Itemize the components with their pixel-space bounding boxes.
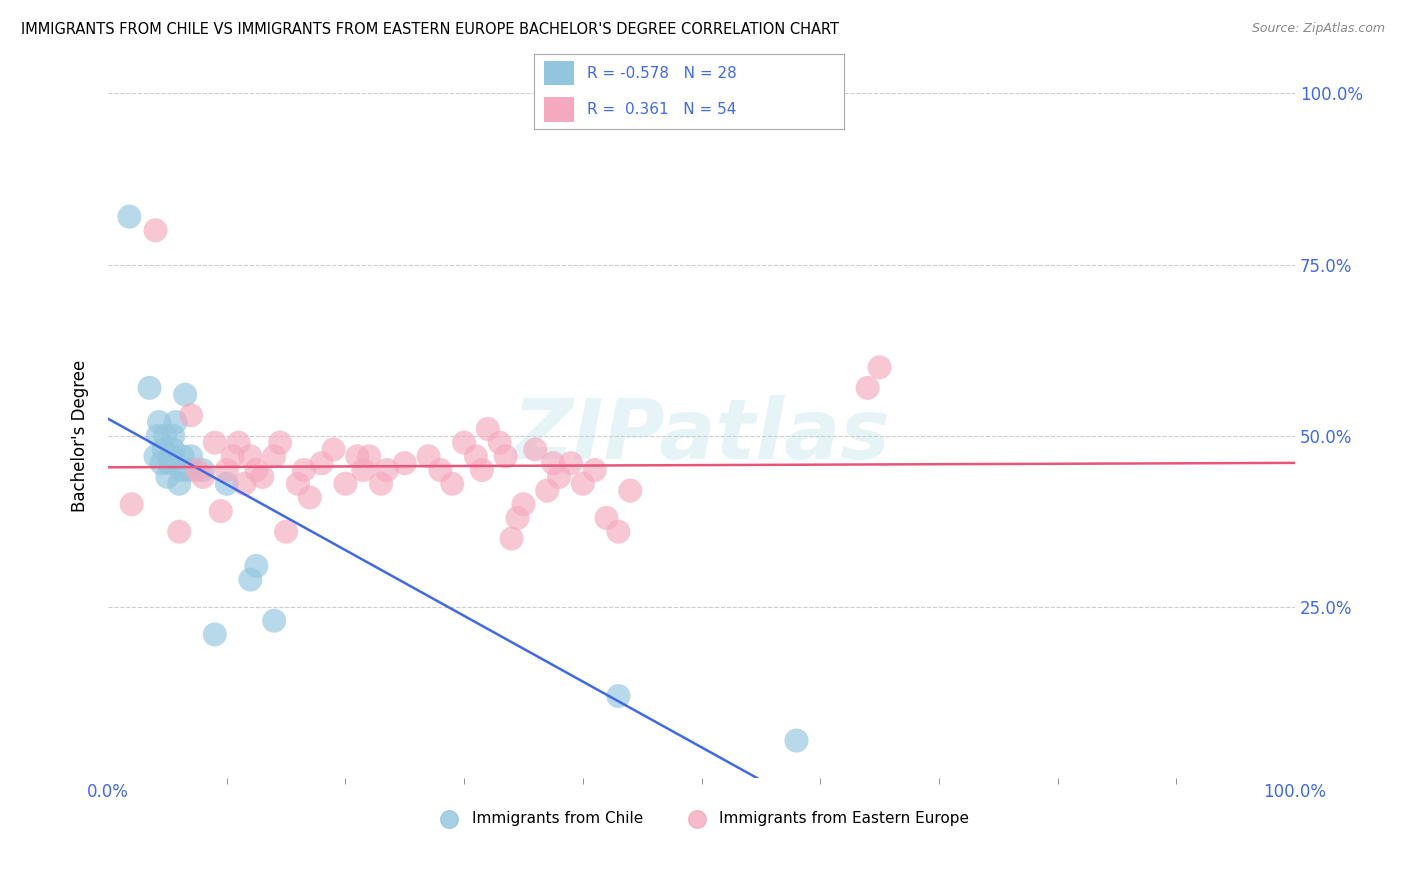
Text: ZIPatlas: ZIPatlas bbox=[513, 395, 890, 476]
Point bbox=[441, 476, 464, 491]
Point bbox=[215, 463, 238, 477]
Point bbox=[607, 524, 630, 539]
Point bbox=[150, 456, 173, 470]
Point bbox=[375, 463, 398, 477]
Point bbox=[619, 483, 641, 498]
Point bbox=[159, 456, 181, 470]
Point bbox=[370, 476, 392, 491]
Point bbox=[471, 463, 494, 477]
Point bbox=[560, 456, 582, 470]
Point bbox=[204, 627, 226, 641]
Point bbox=[274, 524, 297, 539]
Point bbox=[298, 491, 321, 505]
Point bbox=[548, 470, 571, 484]
Point bbox=[335, 476, 357, 491]
Text: R = -0.578   N = 28: R = -0.578 N = 28 bbox=[586, 66, 737, 81]
Point bbox=[394, 456, 416, 470]
Point bbox=[167, 476, 190, 491]
Point bbox=[595, 511, 617, 525]
Point bbox=[292, 463, 315, 477]
Point bbox=[121, 497, 143, 511]
Point bbox=[239, 573, 262, 587]
Point bbox=[221, 450, 243, 464]
Point bbox=[239, 450, 262, 464]
Point bbox=[186, 463, 208, 477]
Point bbox=[156, 470, 179, 484]
Point bbox=[162, 429, 184, 443]
Point bbox=[359, 450, 381, 464]
Point bbox=[204, 435, 226, 450]
Point bbox=[495, 450, 517, 464]
Point bbox=[172, 450, 194, 464]
Point bbox=[512, 497, 534, 511]
Point bbox=[162, 442, 184, 457]
Point bbox=[228, 435, 250, 450]
Point bbox=[177, 463, 200, 477]
Point bbox=[785, 733, 807, 747]
Point bbox=[287, 476, 309, 491]
Point bbox=[583, 463, 606, 477]
Point bbox=[352, 463, 374, 477]
Point bbox=[453, 435, 475, 450]
Point bbox=[145, 223, 167, 237]
Text: IMMIGRANTS FROM CHILE VS IMMIGRANTS FROM EASTERN EUROPE BACHELOR'S DEGREE CORREL: IMMIGRANTS FROM CHILE VS IMMIGRANTS FROM… bbox=[21, 22, 839, 37]
Point bbox=[418, 450, 440, 464]
Point bbox=[170, 463, 193, 477]
Point bbox=[465, 450, 488, 464]
FancyBboxPatch shape bbox=[544, 97, 575, 122]
Point bbox=[536, 483, 558, 498]
Point bbox=[153, 429, 176, 443]
Point bbox=[429, 463, 451, 477]
Point bbox=[477, 422, 499, 436]
Point bbox=[180, 409, 202, 423]
Point bbox=[856, 381, 879, 395]
Point bbox=[506, 511, 529, 525]
Point bbox=[160, 450, 183, 464]
Point bbox=[263, 614, 285, 628]
Point bbox=[346, 450, 368, 464]
Point bbox=[167, 524, 190, 539]
Point bbox=[209, 504, 232, 518]
Point bbox=[245, 463, 267, 477]
FancyBboxPatch shape bbox=[544, 62, 575, 86]
Point bbox=[165, 415, 187, 429]
Point bbox=[311, 456, 333, 470]
Point bbox=[572, 476, 595, 491]
Point bbox=[869, 360, 891, 375]
Point bbox=[233, 476, 256, 491]
Point bbox=[191, 470, 214, 484]
Y-axis label: Bachelor's Degree: Bachelor's Degree bbox=[72, 359, 89, 512]
Point bbox=[245, 558, 267, 573]
Point bbox=[215, 476, 238, 491]
Point bbox=[263, 450, 285, 464]
Point bbox=[607, 689, 630, 703]
Point bbox=[152, 442, 174, 457]
Point bbox=[191, 463, 214, 477]
Legend: Immigrants from Chile, Immigrants from Eastern Europe: Immigrants from Chile, Immigrants from E… bbox=[427, 805, 976, 832]
Point bbox=[118, 210, 141, 224]
Point bbox=[488, 435, 510, 450]
Point bbox=[174, 387, 197, 401]
Point bbox=[146, 429, 169, 443]
Point bbox=[148, 415, 170, 429]
Point bbox=[145, 450, 167, 464]
Point bbox=[180, 450, 202, 464]
Point bbox=[138, 381, 160, 395]
Point bbox=[252, 470, 274, 484]
Text: Source: ZipAtlas.com: Source: ZipAtlas.com bbox=[1251, 22, 1385, 36]
Point bbox=[524, 442, 547, 457]
Text: R =  0.361   N = 54: R = 0.361 N = 54 bbox=[586, 102, 737, 117]
Point bbox=[501, 532, 523, 546]
Point bbox=[541, 456, 564, 470]
Point bbox=[322, 442, 344, 457]
Point bbox=[269, 435, 291, 450]
